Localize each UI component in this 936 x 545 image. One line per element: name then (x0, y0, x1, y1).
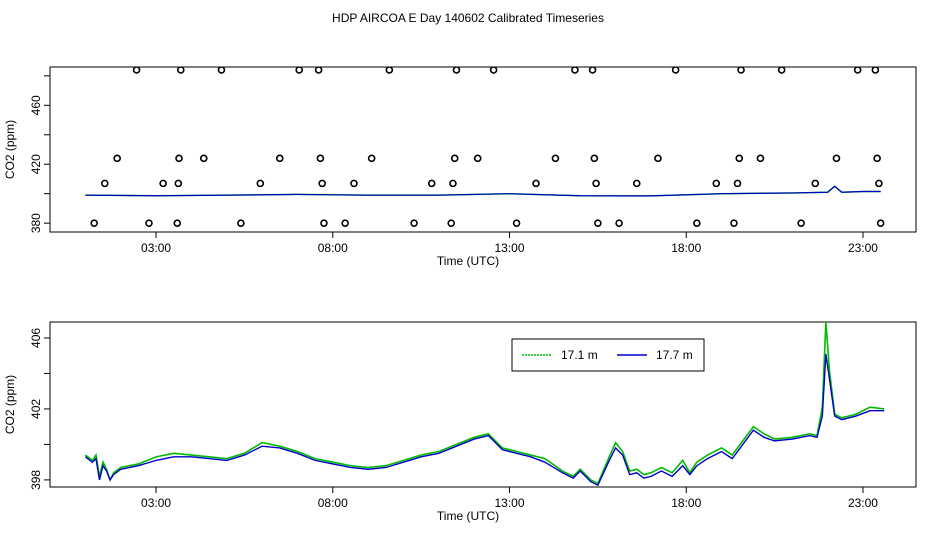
scatter-point (590, 154, 599, 163)
y-tick-label: 460 (29, 95, 43, 115)
scatter-point (811, 179, 820, 188)
scatter-point (173, 219, 182, 227)
scatter-point (132, 67, 141, 74)
scatter-point (797, 219, 805, 227)
scatter-point (873, 154, 881, 163)
x-tick-label: 08:00 (318, 496, 348, 510)
scatter-point (410, 219, 418, 227)
scatter-point (145, 219, 153, 227)
scatter-point (712, 179, 721, 188)
scatter-point (594, 219, 602, 227)
plot-area (84, 322, 885, 487)
scatter-point (551, 154, 560, 163)
scatter-point (733, 179, 742, 188)
scatter-point (654, 154, 662, 163)
scatter-point (532, 179, 540, 188)
scatter-point (876, 219, 885, 227)
x-tick-label: 23:00 (848, 241, 878, 255)
scatter-point (452, 67, 461, 74)
bottom-panel-line-chart: 03:00 08:00 13:00 18:00 23:00 Time (UTC) 398 40… (3, 321, 917, 523)
scatter-point (671, 67, 680, 74)
plot-frame (49, 321, 917, 488)
scatter-point (174, 179, 183, 188)
scatter-point (832, 154, 841, 163)
scatter-point (615, 219, 623, 227)
scatter-point (571, 67, 579, 74)
y-tick-label: 380 (29, 213, 43, 233)
scatter-point (737, 67, 745, 74)
scatter-point (632, 179, 641, 188)
scatter-point (588, 67, 597, 74)
legend-label-17-7m: 17.7 m (656, 348, 693, 362)
scatter-point (735, 154, 744, 163)
x-tick-label: 13:00 (494, 241, 524, 255)
scatter-point (871, 67, 880, 74)
y-axis-label: CO2 (ppm) (3, 120, 17, 179)
y-tick-label: 398 (29, 470, 43, 490)
series-line-17-1m (84, 322, 885, 485)
scatter-point (237, 219, 245, 227)
series-line-17-7m (84, 353, 885, 487)
scatter-point (113, 154, 121, 163)
scatter-point (730, 219, 738, 227)
scatter-point (385, 67, 394, 74)
scatter-point (777, 67, 786, 74)
scatter-point (320, 219, 328, 227)
x-tick-label: 23:00 (848, 496, 878, 510)
scatter-point (489, 67, 498, 74)
scatter-point (159, 179, 167, 188)
scatter-point (318, 179, 326, 188)
y-tick-label: 402 (29, 399, 43, 419)
y-tick-label: 406 (29, 328, 43, 348)
scatter-point (295, 67, 303, 74)
scatter-point (427, 179, 436, 188)
scatter-point (90, 219, 98, 227)
scatter-point (256, 179, 265, 188)
scatter-point (217, 67, 226, 74)
scatter-point (314, 67, 323, 74)
x-tick-label: 18:00 (671, 496, 701, 510)
scatter-point (316, 154, 325, 163)
scatter-point (367, 154, 376, 163)
x-tick-label: 03:00 (141, 241, 171, 255)
scatter-point (100, 179, 109, 188)
scatter-point (693, 219, 701, 227)
scatter-point (275, 154, 284, 163)
plot-area (85, 67, 885, 227)
y-axis-label: CO2 (ppm) (3, 375, 17, 434)
x-tick-label: 18:00 (671, 241, 701, 255)
x-axis-label: Time (UTC) (437, 254, 499, 268)
plot-frame (49, 66, 917, 233)
scatter-point (176, 67, 185, 74)
scatter-point (512, 219, 521, 227)
y-tick-label: 420 (29, 154, 43, 174)
scatter-point (450, 154, 459, 163)
x-tick-label: 03:00 (141, 496, 171, 510)
x-tick-label: 13:00 (494, 496, 524, 510)
scatter-point (350, 179, 358, 188)
legend-label-17-1m: 17.1 m (561, 348, 598, 362)
x-tick-label: 08:00 (318, 241, 348, 255)
scatter-point (473, 154, 482, 163)
x-axis-label: Time (UTC) (437, 509, 499, 523)
scatter-point (449, 179, 457, 188)
scatter-point (592, 179, 600, 188)
scatter-point (447, 219, 455, 227)
scatter-point (875, 179, 883, 188)
scatter-point (341, 219, 349, 227)
legend: 17.1 m 17.7 m (511, 338, 705, 372)
figure-title: HDP AIRCOA E Day 140602 Calibrated Times… (332, 11, 604, 25)
scatter-point (175, 154, 183, 163)
series-line-blue (85, 185, 881, 197)
scatter-point (756, 154, 765, 163)
top-panel-scatter-chart: 03:00 08:00 13:00 18:00 23:00 Time (UTC) 380 42… (3, 66, 917, 268)
scatter-point (853, 67, 862, 74)
scatter-point (199, 154, 208, 163)
